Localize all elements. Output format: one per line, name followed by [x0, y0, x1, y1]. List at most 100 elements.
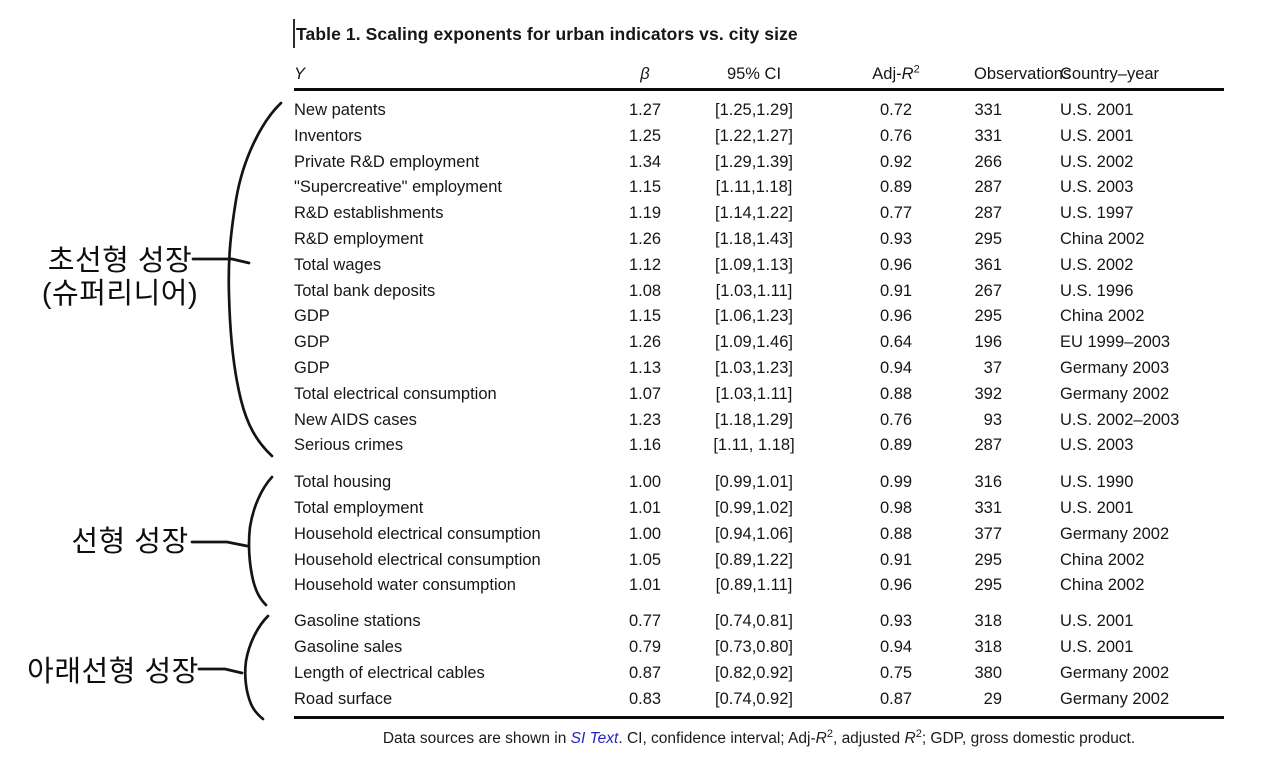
cell-observations: 29	[983, 689, 1002, 708]
cell-observations: 295	[974, 229, 1002, 248]
cell-beta: 1.01	[628, 576, 662, 595]
table-row: Road surface 0.83 [0.74,0.92] 0.87 29 Germany…	[294, 687, 1224, 713]
cell-country-year: U.S. 1996	[1060, 281, 1134, 300]
cell-indicator: Household electrical consumption	[294, 524, 541, 543]
cell-adj-r2: 0.91	[879, 550, 913, 569]
table-row: R&D employment 1.26 [1.18,1.43] 0.93 295 Chin…	[294, 227, 1224, 253]
cell-country-year: U.S. 2001	[1060, 637, 1134, 656]
cell-observations: 318	[974, 612, 1002, 631]
cell-adj-r2: 0.99	[879, 473, 913, 492]
table-top-rule	[294, 88, 1224, 91]
cell-ci: [1.18,1.29]	[715, 410, 793, 429]
cell-indicator: R&D establishments	[294, 204, 444, 223]
cell-beta: 1.01	[628, 498, 662, 517]
adj-superscript: 2	[913, 63, 920, 76]
footnote-text-run: . CI, confidence interval; Adj-	[618, 730, 816, 748]
table-row: Total bank deposits 1.08 [1.03,1.11] 0.91 26…	[294, 279, 1224, 305]
cell-country-year: U.S. 2001	[1060, 101, 1134, 119]
footnote-text-run: 2	[915, 728, 922, 741]
column-header-y: Y	[294, 65, 306, 83]
cell-indicator: Household water consumption	[294, 576, 516, 595]
cell-observations: 196	[974, 333, 1002, 352]
cell-observations: 318	[974, 637, 1002, 656]
cell-ci: [1.11,1.18]	[715, 178, 793, 197]
cell-adj-r2: 0.89	[879, 436, 913, 455]
cell-indicator: Gasoline stations	[294, 612, 421, 631]
cell-observations: 331	[974, 498, 1002, 517]
cell-beta: 0.83	[628, 689, 662, 708]
cell-country-year: U.S. 2002	[1060, 152, 1134, 171]
footnote-text-run: R	[815, 730, 827, 748]
annotation-linear-label: 선형 성장	[71, 526, 189, 558]
cell-adj-r2: 0.77	[879, 204, 913, 223]
cell-beta: 0.79	[628, 637, 662, 656]
table-row: Total housing 1.00 [0.99,1.01] 0.99 316 U.S. …	[294, 470, 1224, 496]
cell-ci: [0.73,0.80]	[715, 637, 793, 656]
cell-ci: [1.09,1.13]	[715, 255, 793, 274]
cell-indicator: Length of electrical cables	[294, 663, 485, 682]
cell-indicator: R&D employment	[294, 229, 424, 248]
cell-adj-r2: 0.75	[879, 663, 913, 682]
table-bottom-rule	[294, 716, 1224, 720]
cell-adj-r2: 0.94	[879, 637, 913, 656]
table-row: New patents 1.27 [1.25,1.29] 0.72 331 U.S. 20…	[294, 98, 1224, 124]
cell-country-year: U.S. 1990	[1060, 473, 1134, 492]
cell-adj-r2: 0.88	[879, 524, 913, 543]
cell-country-year: U.S. 1997	[1060, 204, 1134, 223]
cell-adj-r2: 0.96	[879, 307, 913, 326]
cell-country-year: China 2002	[1060, 229, 1145, 248]
cell-adj-r2: 0.88	[879, 384, 913, 403]
cell-country-year: U.S. 2003	[1060, 178, 1134, 197]
table-row: GDP 1.13 [1.03,1.23] 0.94 37 Germany 2003	[294, 356, 1224, 382]
section-superlinear: New patents 1.27 [1.25,1.29] 0.72 331 U.S. 20…	[294, 98, 1224, 459]
cell-ci: [0.99,1.01]	[715, 473, 793, 492]
si-text-link[interactable]: SI Text	[570, 730, 619, 748]
cell-ci: [1.14,1.22]	[715, 204, 793, 223]
cell-adj-r2: 0.94	[879, 358, 913, 377]
cell-indicator: Serious crimes	[294, 436, 404, 455]
cell-country-year: Germany 2003	[1060, 358, 1170, 377]
annotation-superlinear-line2: (슈퍼리니어)	[41, 278, 199, 310]
cell-ci: [1.03,1.11]	[715, 281, 793, 300]
cell-adj-r2: 0.92	[879, 152, 913, 171]
cell-ci: [1.03,1.11]	[715, 384, 793, 403]
table-row: GDP 1.26 [1.09,1.46] 0.64 196 EU 1999–2003	[294, 330, 1224, 356]
annotation-superlinear-label: 초선형 성장 (슈퍼리니어)	[28, 245, 212, 311]
cell-adj-r2: 0.91	[879, 281, 913, 300]
table-row: Household electrical consumption 1.05 [0.8…	[294, 548, 1224, 574]
cell-beta: 1.07	[628, 384, 662, 403]
cell-adj-r2: 0.72	[879, 101, 913, 119]
cell-beta: 1.25	[628, 126, 662, 145]
cell-adj-r2: 0.87	[879, 689, 913, 708]
cell-adj-r2: 0.89	[879, 178, 913, 197]
table-row: Length of electrical cables 0.87 [0.82,0.9…	[294, 661, 1224, 687]
cell-beta: 1.00	[628, 524, 662, 543]
cell-observations: 361	[974, 255, 1002, 274]
cell-observations: 93	[983, 410, 1002, 429]
cell-beta: 1.26	[628, 333, 662, 352]
table-row: Household electrical consumption 1.00 [0.9…	[294, 522, 1224, 548]
cell-ci: [1.29,1.39]	[715, 152, 793, 171]
adj-prefix-text: Adj-	[872, 65, 902, 83]
footnote-text-run: 2	[826, 728, 833, 741]
cell-country-year: China 2002	[1060, 576, 1145, 595]
cell-indicator: GDP	[294, 333, 330, 352]
cell-country-year: EU 1999–2003	[1060, 333, 1171, 352]
column-header-ci: 95% CI	[726, 65, 782, 83]
footnote-text-run: R	[904, 730, 916, 748]
cell-observations: 331	[974, 126, 1002, 145]
cell-beta: 1.15	[628, 307, 662, 326]
cell-indicator: Total housing	[294, 473, 392, 492]
cell-adj-r2: 0.93	[879, 229, 913, 248]
cell-ci: [1.03,1.23]	[715, 358, 793, 377]
cell-country-year: Germany 2002	[1060, 524, 1170, 543]
column-header-observations: Observations	[974, 65, 1072, 83]
table-row: Gasoline sales 0.79 [0.73,0.80] 0.94 318 U.S.…	[294, 635, 1224, 661]
data-table: Y β 95% CI Adj-R2 Observations Country–y…	[294, 57, 1224, 749]
cell-country-year: China 2002	[1060, 550, 1145, 569]
cell-indicator: "Supercreative" employment	[294, 178, 502, 197]
cell-country-year: U.S. 2002	[1060, 255, 1134, 274]
cell-country-year: Germany 2002	[1060, 663, 1170, 682]
cell-indicator: Total employment	[294, 498, 424, 517]
cell-country-year: Germany 2002	[1060, 689, 1170, 708]
